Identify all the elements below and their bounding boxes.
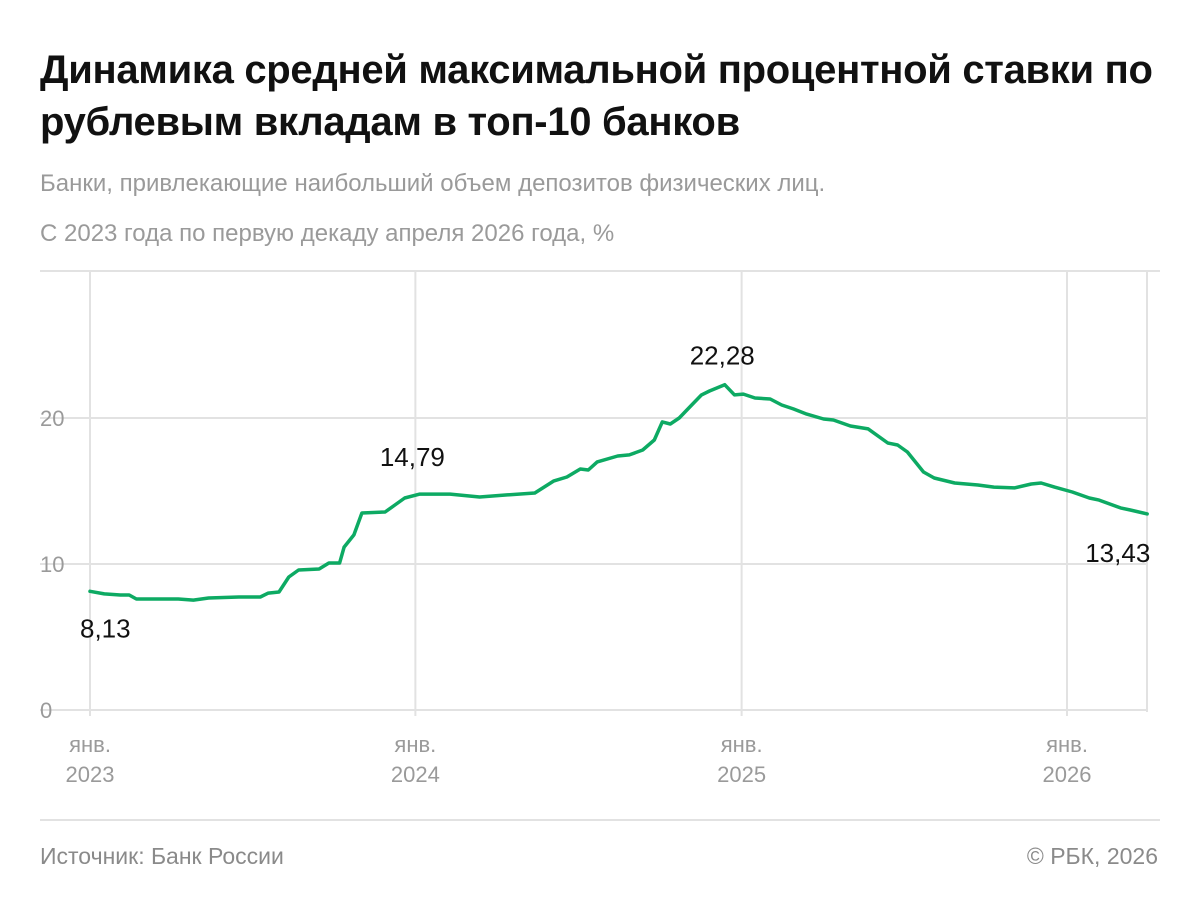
x-tick-month: янв. xyxy=(394,732,436,757)
x-tick-month: янв. xyxy=(69,732,111,757)
x-tick-year: 2025 xyxy=(717,762,766,787)
value-annotation: 13,43 xyxy=(1085,538,1150,568)
x-tick-year: 2024 xyxy=(391,762,440,787)
rate-line xyxy=(88,382,1149,602)
subtitle-line-1: Банки, привлекающие наибольший объем деп… xyxy=(40,170,826,197)
source-note: Источник: Банк России xyxy=(40,843,284,869)
subtitle-line-2: С 2023 года по первую декаду апреля 2026… xyxy=(40,220,615,247)
x-tick-year: 2023 xyxy=(66,762,115,787)
y-tick-label: 10 xyxy=(40,552,64,577)
value-annotation: 22,28 xyxy=(690,341,755,371)
x-tick-year: 2026 xyxy=(1043,762,1092,787)
chart-title: Динамика средней максимальной процентной… xyxy=(40,48,1153,144)
value-annotation: 14,79 xyxy=(380,442,445,472)
y-tick-label: 0 xyxy=(40,698,52,723)
y-tick-label: 20 xyxy=(40,406,64,431)
x-tick-month: янв. xyxy=(1046,732,1088,757)
value-annotation: 8,13 xyxy=(80,613,131,643)
x-tick-month: янв. xyxy=(721,732,763,757)
copyright: © РБК, 2026 xyxy=(1026,843,1158,869)
